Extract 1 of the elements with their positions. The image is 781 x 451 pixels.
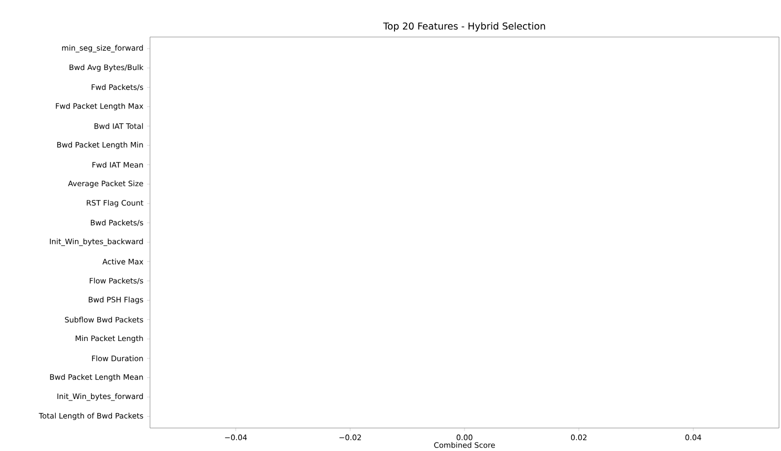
- chart-title: Top 20 Features - Hybrid Selection: [383, 22, 546, 32]
